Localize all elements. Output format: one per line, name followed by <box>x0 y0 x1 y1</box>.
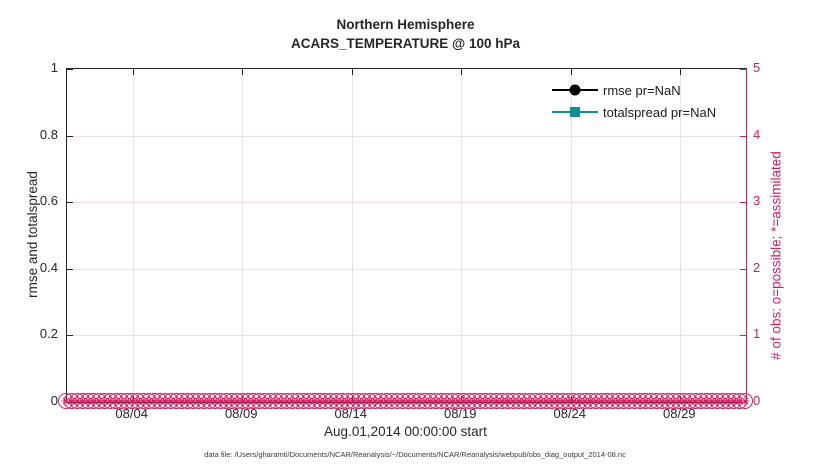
totalspread-line-sample <box>552 107 598 117</box>
bottom-tick-mark <box>351 396 353 402</box>
vertical-gridline <box>680 69 682 402</box>
obs-count-markers-band <box>56 386 755 416</box>
legend-item-totalspread: totalspread pr=NaN <box>552 101 716 123</box>
horizontal-gridline <box>67 335 746 337</box>
left-tick-mark <box>67 202 73 204</box>
left-tick-mark <box>67 135 73 137</box>
left-tick-mark <box>67 268 73 270</box>
right-axis-tick-label: 4 <box>753 126 761 142</box>
top-tick-mark <box>461 69 463 75</box>
chart-title-line2: ACARS_TEMPERATURE @ 100 hPa <box>291 36 520 51</box>
bottom-tick-mark <box>570 396 572 402</box>
totalspread-square-marker-icon <box>570 107 580 117</box>
x-axis-tick-label: 08/24 <box>553 406 587 421</box>
vertical-gridline <box>570 69 572 402</box>
horizontal-gridline <box>67 135 746 137</box>
legend-label-totalspread: totalspread pr=NaN <box>603 104 717 120</box>
left-tick-mark <box>67 335 73 337</box>
x-axis-tick-label: 08/29 <box>663 406 696 421</box>
rmse-circle-marker-icon <box>569 84 581 96</box>
left-axis-tick-label: 0 <box>50 393 58 408</box>
left-tick-mark <box>67 69 73 70</box>
right-tick-mark <box>740 69 746 70</box>
x-axis-tick-label: 08/04 <box>115 406 148 421</box>
horizontal-gridline <box>67 268 746 270</box>
left-axis-tick-label: 0.2 <box>39 326 58 342</box>
x-axis-tick-label: 08/14 <box>334 406 367 421</box>
top-tick-mark <box>351 69 353 75</box>
vertical-gridline <box>132 69 134 402</box>
top-tick-mark <box>570 69 572 75</box>
vertical-gridline <box>461 69 463 402</box>
left-axis-tick-label: 0.4 <box>39 259 58 275</box>
top-tick-mark <box>680 69 682 75</box>
right-axis-tick-label: 2 <box>753 259 761 275</box>
top-tick-mark <box>242 69 244 75</box>
right-axis-tick-label: 1 <box>753 326 761 342</box>
x-axis-tick-label: 08/09 <box>224 406 258 421</box>
vertical-gridline <box>351 69 353 402</box>
right-tick-mark <box>740 202 746 204</box>
chart-title-line1: Northern Hemisphere <box>336 17 475 32</box>
rmse-line-sample <box>552 84 598 96</box>
vertical-gridline <box>242 69 244 402</box>
horizontal-gridline <box>67 202 746 204</box>
top-tick-mark <box>132 69 134 75</box>
x-axis-tick-label: 08/19 <box>443 406 477 421</box>
obs-markers-svg <box>58 393 753 409</box>
left-axis-label: rmse and totalspread <box>25 171 40 298</box>
x-axis-label: Aug.01,2014 00:00:00 start <box>324 424 487 439</box>
legend-item-rmse: rmse pr=NaN <box>552 79 716 101</box>
right-tick-mark <box>740 335 746 337</box>
right-axis-tick-label: 5 <box>753 60 761 75</box>
bottom-tick-mark <box>132 396 134 402</box>
legend-label-rmse: rmse pr=NaN <box>603 82 681 98</box>
data-file-caption: data file: /Users/gharamti/Documents/NCA… <box>204 450 626 459</box>
left-axis-tick-label: 1 <box>50 60 58 75</box>
legend: rmse pr=NaN totalspread pr=NaN <box>552 79 716 123</box>
right-axis-label: # of obs: o=possible; *=assimilated <box>768 151 784 360</box>
left-axis-tick-label: 0.8 <box>39 126 58 142</box>
right-axis-tick-label: 0 <box>753 393 761 408</box>
left-axis-tick-label: 0.6 <box>39 193 58 209</box>
right-tick-mark <box>740 135 746 137</box>
right-tick-mark <box>740 268 746 270</box>
right-axis-tick-label: 3 <box>753 193 761 209</box>
